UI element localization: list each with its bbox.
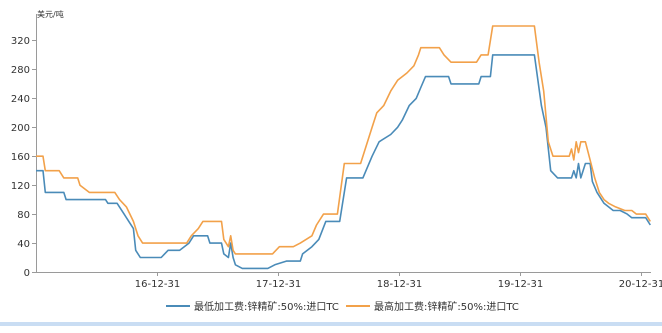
y-tick-label: 240 [11, 94, 30, 105]
y-axis-ticks: 0 40 80 120 160 200 240 280 320 [11, 36, 36, 279]
y-tick-label: 80 [17, 210, 30, 221]
series-lines [36, 25, 651, 270]
legend-label-low: 最低加工费:锌精矿:50%:进口TC [194, 300, 339, 313]
bottom-divider [0, 322, 662, 326]
x-tick-label: 17-12-31 [256, 279, 301, 290]
y-tick-label: 280 [11, 65, 30, 76]
legend-label-high: 最高加工费:锌精矿:50%:进口TC [374, 300, 519, 313]
y-tick-label: 120 [11, 181, 30, 192]
x-axis-ticks: 16-12-31 17-12-31 18-12-31 19-12-31 20-12-31 [135, 272, 662, 290]
x-tick-label: 18-12-31 [377, 279, 422, 290]
axes: 美元/吨 0 40 80 120 160 200 240 280 320 16-12-31 17-… [11, 9, 662, 290]
y-tick-label: 320 [11, 36, 30, 47]
x-tick-label: 20-12-31 [619, 279, 662, 290]
x-tick-label: 19-12-31 [498, 279, 543, 290]
legend-item-low: 最低加工费:锌精矿:50%:进口TC [166, 300, 339, 313]
y-tick-label: 0 [24, 268, 30, 279]
y-tick-label: 40 [17, 239, 30, 250]
y-tick-label: 200 [11, 123, 30, 134]
x-tick-label: 16-12-31 [135, 279, 180, 290]
legend: 最低加工费:锌精矿:50%:进口TC 最高加工费:锌精矿:50%:进口TC [166, 300, 519, 313]
series-line-low [36, 54, 651, 270]
y-tick-label: 160 [11, 152, 30, 163]
series-line-high [36, 25, 651, 255]
legend-item-high: 最高加工费:锌精矿:50%:进口TC [346, 300, 519, 313]
y-axis-unit-label: 美元/吨 [37, 9, 64, 19]
